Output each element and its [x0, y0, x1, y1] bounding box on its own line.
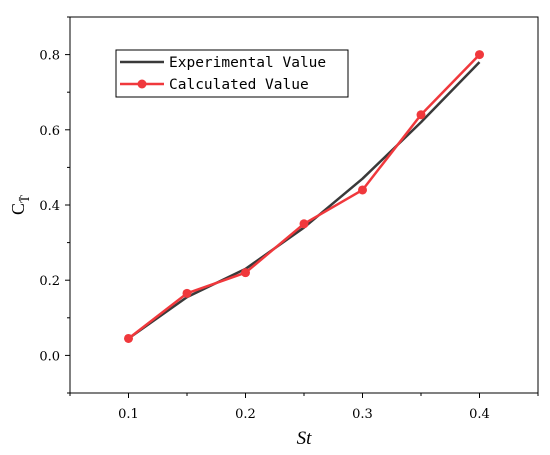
y-tick-label: 0.0 [39, 349, 60, 364]
data-point-calculated [182, 288, 192, 298]
y-axis-title-subscript: T̄ [17, 195, 32, 203]
y-tick-label: 0.4 [39, 199, 60, 214]
data-point-calculated [299, 219, 309, 229]
data-point-calculated [416, 110, 426, 120]
svg-text:CT̄: CT̄ [8, 195, 32, 215]
x-tick-label: 0.2 [235, 407, 256, 422]
legend-box [115, 49, 349, 98]
x-tick-label: 0.3 [352, 407, 373, 422]
legend-label-experimental: Experimental Value [169, 55, 326, 71]
data-point-calculated [241, 268, 250, 278]
x-tick-label: 0.4 [469, 407, 490, 422]
legend-label-calculated: Calculated Value [169, 77, 309, 93]
y-axis-ticks: 0.0 0.2 0.4 0.6 0.8 [39, 16, 70, 394]
y-axis-title-main: C [8, 203, 28, 215]
x-axis-title: St [297, 428, 313, 449]
y-tick-label: 0.2 [39, 274, 60, 289]
series-layer [124, 50, 484, 343]
data-point-calculated [124, 333, 133, 343]
y-tick-label: 0.8 [39, 49, 60, 64]
y-axis-title: CT̄ [8, 195, 32, 215]
data-point-calculated [358, 185, 367, 195]
x-tick-label: 0.1 [118, 407, 139, 422]
y-tick-label: 0.6 [39, 124, 60, 139]
legend: Experimental Value Calculated Value [115, 49, 349, 98]
legend-marker-calculated [137, 79, 147, 89]
x-axis-ticks: 0.1 0.2 0.3 0.4 [69, 393, 539, 422]
data-point-calculated [475, 50, 484, 60]
